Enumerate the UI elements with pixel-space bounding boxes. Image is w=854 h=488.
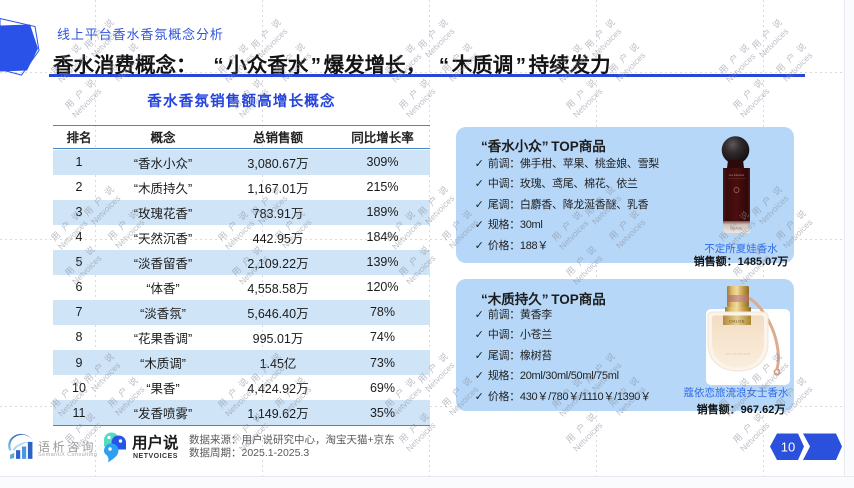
svg-text:用 户 说: 用 户 说 bbox=[248, 15, 284, 51]
svg-text:Netvoices: Netvoices bbox=[724, 51, 757, 84]
svg-text:ENAGE: ENAGE bbox=[730, 227, 743, 231]
svg-text:用 户 说: 用 户 说 bbox=[563, 409, 599, 445]
svg-text:用 户 说: 用 户 说 bbox=[773, 39, 809, 75]
svg-text:CHLOE: CHLOE bbox=[729, 319, 745, 324]
svg-text:Netvoices: Netvoices bbox=[757, 26, 790, 59]
svg-text:Netvoices: Netvoices bbox=[781, 50, 814, 83]
svg-text:10: 10 bbox=[781, 440, 795, 455]
svg-text:用 户 说: 用 户 说 bbox=[582, 15, 618, 51]
svg-text:Netvoices: Netvoices bbox=[571, 420, 604, 453]
svg-text:EAU DE PARFUM: EAU DE PARFUM bbox=[726, 352, 751, 356]
svg-text:Netvoices: Netvoices bbox=[738, 420, 771, 453]
svg-text:用 户 说: 用 户 说 bbox=[730, 75, 766, 111]
svg-text:Netvoices: Netvoices bbox=[738, 86, 771, 119]
svg-text:Netvoices: Netvoices bbox=[614, 50, 647, 83]
svg-text:用 户 说: 用 户 说 bbox=[749, 15, 785, 51]
svg-text:Les Infusions: Les Infusions bbox=[729, 173, 745, 177]
svg-text:用 户 说: 用 户 说 bbox=[716, 40, 752, 76]
svg-text:用 户 说: 用 户 说 bbox=[563, 75, 599, 111]
svg-text:Netvoices: Netvoices bbox=[571, 86, 604, 119]
svg-text:用 户 说: 用 户 说 bbox=[415, 15, 451, 51]
svg-text:用 户 说: 用 户 说 bbox=[606, 39, 642, 75]
